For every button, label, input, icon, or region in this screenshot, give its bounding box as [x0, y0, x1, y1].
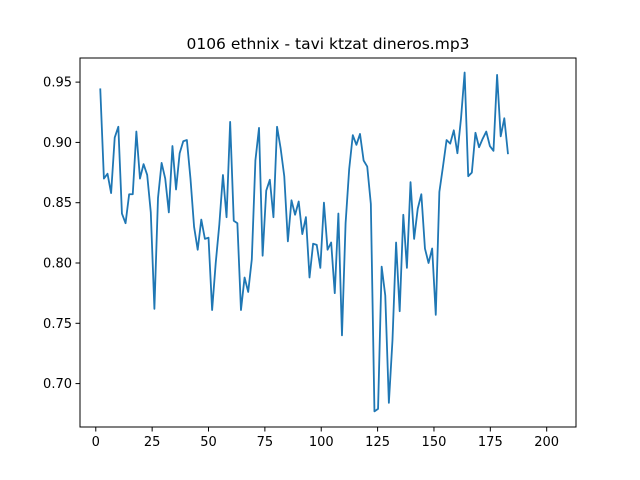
x-tick-label: 50	[200, 435, 217, 450]
y-tick-label: 0.95	[43, 76, 72, 91]
y-tick-label: 0.80	[43, 257, 72, 272]
x-tick-label: 25	[144, 435, 161, 450]
y-tick-label: 0.85	[43, 196, 72, 211]
x-tick-label: 200	[534, 435, 559, 450]
chart-title: 0106 ethnix - tavi ktzat dineros.mp3	[186, 35, 469, 53]
x-tick-label: 100	[309, 435, 334, 450]
x-tick-label: 150	[422, 435, 447, 450]
plot-frame	[79, 57, 577, 428]
y-tick-label: 0.70	[43, 377, 72, 392]
series-line-0	[99, 71, 509, 413]
y-tick-label: 0.75	[43, 317, 72, 332]
x-tick-label: 0	[92, 435, 100, 450]
y-tick-label: 0.90	[43, 136, 72, 151]
x-tick-label: 75	[257, 435, 274, 450]
x-tick-label: 125	[365, 435, 390, 450]
x-tick-label: 175	[478, 435, 503, 450]
